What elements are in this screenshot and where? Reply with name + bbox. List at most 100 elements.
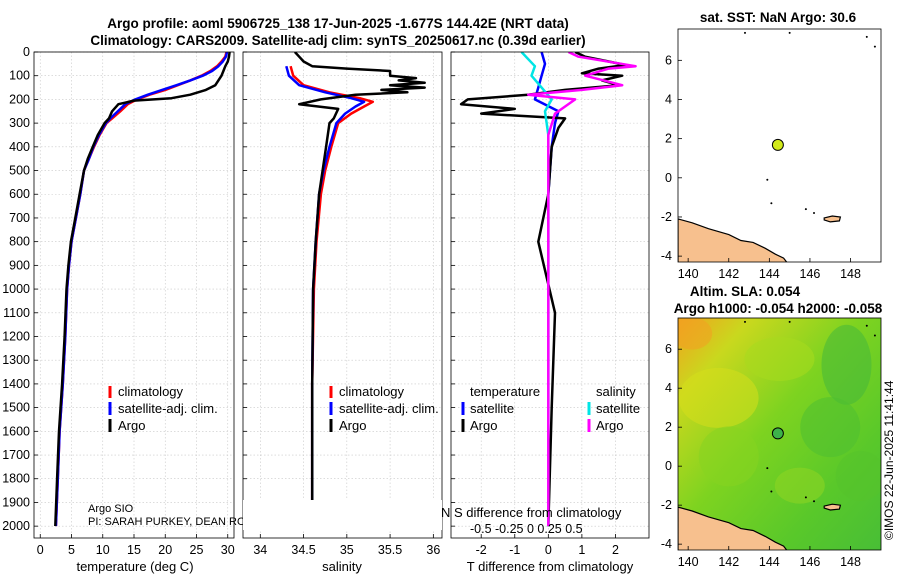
sla-map-title-line2: Argo h1000: -0.054 h2000: -0.058	[674, 301, 883, 316]
y-tick-label: 400	[9, 140, 30, 154]
salinity-panel: 34 34.5 35 35.5 36	[242, 51, 443, 557]
sla-anomaly-patch	[678, 367, 759, 428]
y-tick-label: 500	[9, 164, 30, 178]
islet	[770, 490, 773, 493]
grid	[243, 51, 442, 538]
map-y-tick-label: 2	[665, 420, 672, 434]
temperature-xlabel: temperature (deg C)	[76, 559, 193, 574]
islet	[873, 45, 876, 48]
map-y-tick-label: 6	[665, 342, 672, 356]
map-frame	[677, 317, 882, 551]
map-y-tick-label: -2	[661, 210, 672, 224]
map-y-tick-label: 0	[665, 459, 672, 473]
sla-anomaly-patch	[678, 318, 713, 350]
temperature-legend: climatology satellite-adj. clim. Argo	[108, 384, 218, 433]
pi-credit: PI: SARAH PURKEY, DEAN RO	[88, 516, 246, 528]
x-tick-label: 1	[578, 543, 585, 557]
salinity-overlay-mask	[243, 500, 442, 530]
sla-anomaly-patch	[835, 450, 881, 501]
map-x-tick-label: 142	[718, 267, 739, 281]
series-line-s-argo	[526, 52, 637, 527]
islet	[788, 320, 791, 323]
x-tick-label: 35	[340, 543, 354, 557]
figure-title-line2: Climatology: CARS2009. Satellite-adj cli…	[90, 33, 585, 48]
map-x-tick-label: 146	[800, 555, 821, 569]
x-tick-label: 35.5	[378, 543, 402, 557]
legend-label-s-argo: Argo	[596, 418, 623, 433]
x-tick-label: 10	[96, 543, 110, 557]
y-tick-label: 300	[9, 116, 30, 130]
temperature-panel: 0 5 10 15 20 25 300100200300400500600700800900…	[2, 45, 235, 557]
map-y-tick-label: 6	[665, 53, 672, 67]
y-tick-label: 100	[9, 69, 30, 83]
x-tick-label: -1	[509, 543, 520, 557]
islet	[813, 500, 816, 503]
islet	[873, 334, 876, 337]
legend-header-temperature: temperature	[470, 384, 540, 399]
legend-header-salinity: salinity	[596, 384, 636, 399]
x-tick-label: 30	[221, 543, 235, 557]
legend-label-argo: Argo	[118, 418, 145, 433]
x-tick-label: 34.5	[291, 543, 315, 557]
argo-float-marker	[771, 138, 784, 151]
x-tick-label: 5	[68, 543, 75, 557]
legend-label-satellite: satellite-adj. clim.	[339, 401, 439, 416]
imos-timestamp: ©IMOS 22-Jun-2025 11:41:44	[882, 380, 896, 540]
y-tick-label: 1600	[2, 424, 30, 438]
islet	[865, 324, 868, 327]
sst-map: 140 142 144 146 148 -4 -2 0 2 4 6	[661, 28, 882, 281]
figure-title-line1: Argo profile: aoml 5906725_138 17-Jun-20…	[107, 16, 568, 31]
map-x-tick-label: 144	[759, 267, 780, 281]
salinity-xlabel: salinity	[322, 559, 362, 574]
sla-anomaly-patch	[800, 397, 861, 458]
difference-xlabel: T difference from climatology	[467, 559, 634, 574]
y-tick-label: 1100	[3, 306, 30, 320]
legend-label-satellite: satellite-adj. clim.	[118, 401, 218, 416]
islet	[743, 31, 746, 34]
sla-anomaly-patch	[698, 426, 759, 487]
series-line-argo	[293, 52, 426, 527]
map-y-tick-label: 4	[665, 92, 672, 106]
islet	[766, 467, 769, 470]
x-tick-label: 2	[612, 543, 619, 557]
map-y-tick-label: 0	[665, 171, 672, 185]
y-tick-label: 1200	[2, 329, 30, 343]
map-y-tick-label: -4	[661, 249, 672, 263]
x-tick-label: 0	[37, 543, 44, 557]
legend-label-climatology: climatology	[339, 384, 405, 399]
land-new-guinea	[678, 506, 788, 550]
y-tick-label: 1700	[2, 448, 30, 462]
sla-anomaly-patch	[774, 467, 825, 504]
map-x-tick-label: 148	[840, 267, 861, 281]
series-line-argo	[54, 52, 231, 527]
land-new-guinea	[678, 218, 788, 262]
map-x-tick-label: 146	[800, 267, 821, 281]
x-tick-label: 0	[545, 543, 552, 557]
difference-panel: -2 -1 0 1 2	[450, 51, 650, 557]
islet	[804, 208, 807, 211]
sla-map-title-line1: Altim. SLA: 0.054	[690, 284, 801, 299]
y-tick-label: 600	[9, 187, 30, 201]
map-x-tick-label: 144	[759, 555, 780, 569]
difference-legend: temperature satellite Argo salinity sate…	[461, 384, 640, 433]
plot-area	[243, 52, 442, 538]
y-tick-label: 1800	[2, 472, 30, 486]
islet	[804, 496, 807, 499]
y-tick-label: 800	[9, 235, 30, 249]
legend-label-t-satellite: satellite	[470, 401, 514, 416]
y-tick-label: 700	[9, 211, 30, 225]
map-frame	[677, 28, 882, 263]
map-y-tick-label: -4	[661, 537, 672, 551]
y-tick-label: 0	[23, 45, 30, 59]
difference-overlay-ticks: -0.5 -0.25 0 0.25 0.5	[470, 522, 583, 536]
sla-anomaly-patch	[821, 324, 872, 405]
x-tick-label: 15	[127, 543, 141, 557]
islet	[770, 202, 773, 205]
legend-label-argo: Argo	[339, 418, 366, 433]
y-tick-label: 1900	[2, 495, 30, 509]
institution-credit: Argo SIO	[88, 503, 134, 515]
argo-float-marker	[771, 427, 784, 440]
map-x-tick-label: 140	[678, 267, 699, 281]
y-tick-label: 2000	[2, 519, 30, 533]
